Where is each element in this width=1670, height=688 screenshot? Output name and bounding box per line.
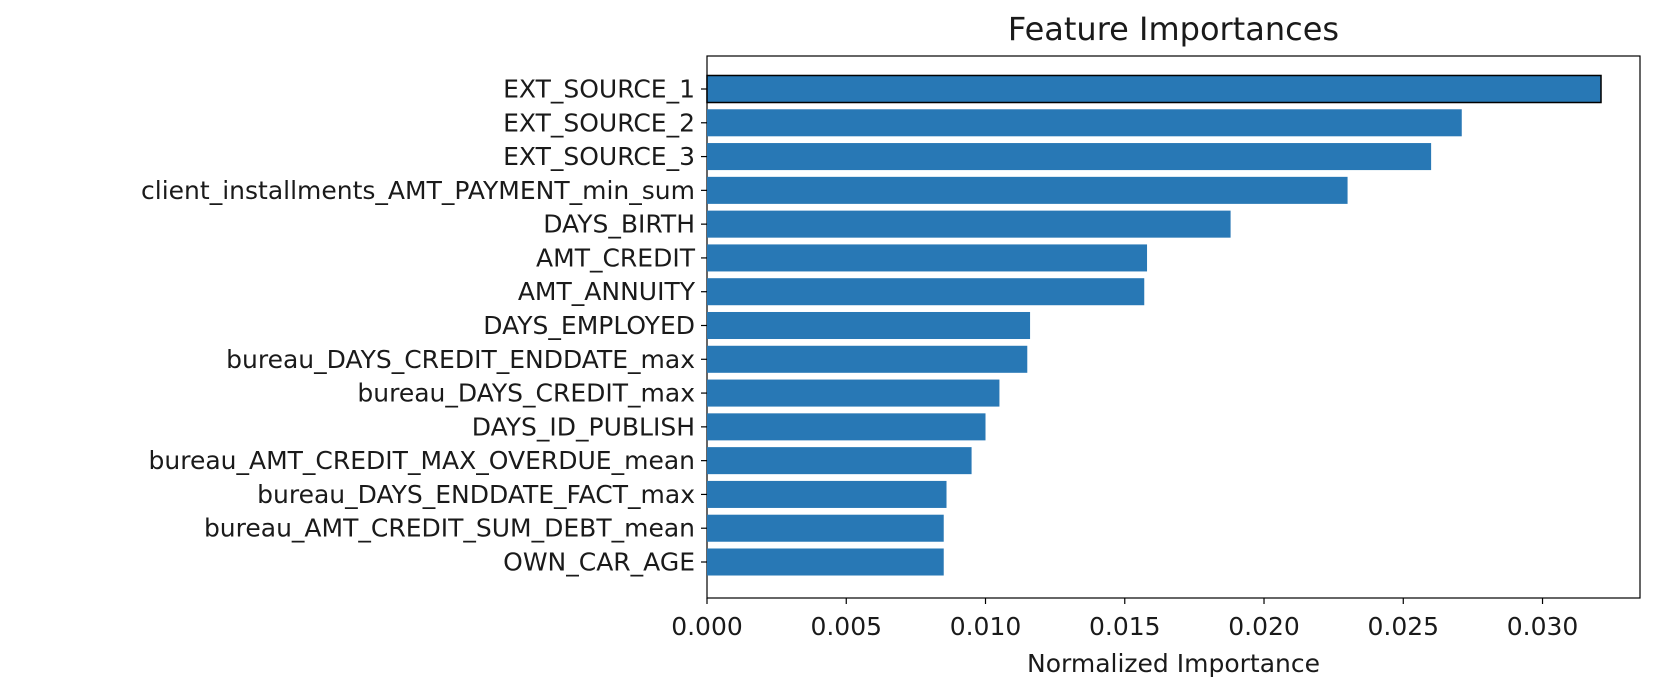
category-label: bureau_AMT_CREDIT_MAX_OVERDUE_mean: [149, 446, 696, 475]
x-tick-label: 0.020: [1228, 612, 1300, 641]
bar-days-birth: [707, 210, 1231, 238]
category-label: bureau_DAYS_CREDIT_ENDDATE_max: [226, 345, 695, 374]
category-label: DAYS_BIRTH: [543, 210, 695, 239]
category-label: DAYS_EMPLOYED: [483, 311, 695, 340]
chart-title: Feature Importances: [1008, 10, 1339, 48]
bar-ext-source-3: [707, 143, 1432, 171]
x-axis-ticks: 0.000 0.005 0.010 0.015 0.020 0.025 0.030: [671, 598, 1578, 641]
category-label: EXT_SOURCE_1: [503, 75, 695, 104]
bar-client-installments-amt-payment-min-sum: [707, 176, 1348, 204]
bar-days-id-publish: [707, 413, 986, 441]
category-label: bureau_DAYS_CREDIT_max: [357, 379, 695, 408]
bar-bureau-days-credit-enddate-max: [707, 345, 1028, 373]
bar-bureau-days-enddate-fact-max: [707, 480, 947, 508]
x-axis-label: Normalized Importance: [1027, 649, 1320, 678]
category-label: AMT_ANNUITY: [518, 277, 696, 306]
category-label: AMT_CREDIT: [536, 243, 696, 272]
x-tick-label: 0.000: [671, 612, 743, 641]
bars-group: [706, 74, 1602, 576]
bar-bureau-amt-credit-max-overdue-mean: [707, 447, 972, 475]
category-label: DAYS_ID_PUBLISH: [472, 412, 695, 441]
x-tick-label: 0.005: [810, 612, 882, 641]
bar-amt-credit: [707, 244, 1148, 272]
bar-amt-annuity: [707, 278, 1145, 306]
bar-days-employed: [707, 311, 1031, 340]
bar-bureau-days-credit-max: [707, 379, 1000, 407]
bar-own-car-age: [707, 548, 944, 576]
x-tick-label: 0.025: [1367, 612, 1439, 641]
category-labels: EXT_SOURCE_1 EXT_SOURCE_2 EXT_SOURCE_3clie…: [141, 75, 707, 577]
category-label: client_installments_AMT_PAYMENT_min_sum: [141, 176, 695, 205]
category-label: EXT_SOURCE_2: [503, 108, 695, 137]
x-tick-label: 0.010: [950, 612, 1022, 641]
bar-ext-source-1: [706, 74, 1602, 104]
category-label: OWN_CAR_AGE: [503, 548, 695, 577]
bar-ext-source-2: [707, 109, 1462, 137]
category-label: EXT_SOURCE_3: [503, 142, 695, 171]
x-tick-label: 0.015: [1089, 612, 1161, 641]
category-label: bureau_DAYS_ENDDATE_FACT_max: [257, 480, 695, 509]
bar-bureau-amt-credit-sum-debt-mean: [707, 514, 944, 542]
x-tick-label: 0.030: [1507, 612, 1579, 641]
category-label: bureau_AMT_CREDIT_SUM_DEBT_mean: [204, 514, 695, 543]
